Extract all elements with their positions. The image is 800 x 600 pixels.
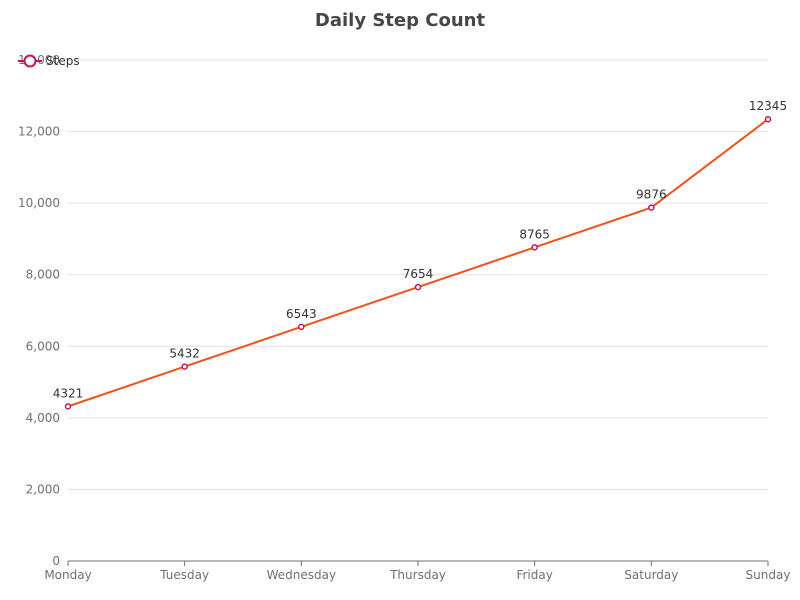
- series-line: [67, 118, 769, 408]
- y-tick-label: 8,000: [26, 268, 60, 282]
- x-tick-label: Tuesday: [159, 568, 209, 582]
- x-tick-label: Monday: [44, 568, 91, 582]
- data-label: 12345: [749, 99, 787, 113]
- y-tick-label: 10,000: [18, 196, 60, 210]
- data-point: [414, 283, 422, 291]
- data-point: [64, 403, 72, 410]
- data-label: 9876: [636, 188, 667, 202]
- data-label: 6543: [286, 307, 317, 321]
- data-point: [764, 115, 772, 123]
- x-tick-label: Saturday: [624, 568, 678, 582]
- data-point: [298, 323, 305, 331]
- data-point: [181, 363, 188, 370]
- data-point: [531, 244, 538, 251]
- chart-title: Daily Step Count: [314, 10, 486, 31]
- legend-label: Steps: [46, 54, 80, 68]
- x-tick-label: Wednesday: [267, 568, 336, 582]
- y-tick-label: 0: [52, 554, 60, 568]
- data-label: 8765: [519, 227, 550, 241]
- x-tick-label: Thursday: [389, 568, 446, 582]
- y-tick-label: 12,000: [18, 125, 60, 139]
- y-tick-label: 6,000: [26, 339, 60, 353]
- x-tick-label: Friday: [516, 568, 552, 582]
- data-label: 7654: [403, 267, 434, 281]
- data-point: [648, 204, 655, 211]
- x-tick-label: Sunday: [746, 568, 791, 582]
- data-label: 4321: [53, 386, 84, 400]
- y-tick-label: 4,000: [26, 411, 60, 425]
- data-label: 5432: [169, 347, 200, 361]
- legend-marker-icon: [23, 54, 37, 68]
- y-tick-label: 2,000: [26, 482, 60, 496]
